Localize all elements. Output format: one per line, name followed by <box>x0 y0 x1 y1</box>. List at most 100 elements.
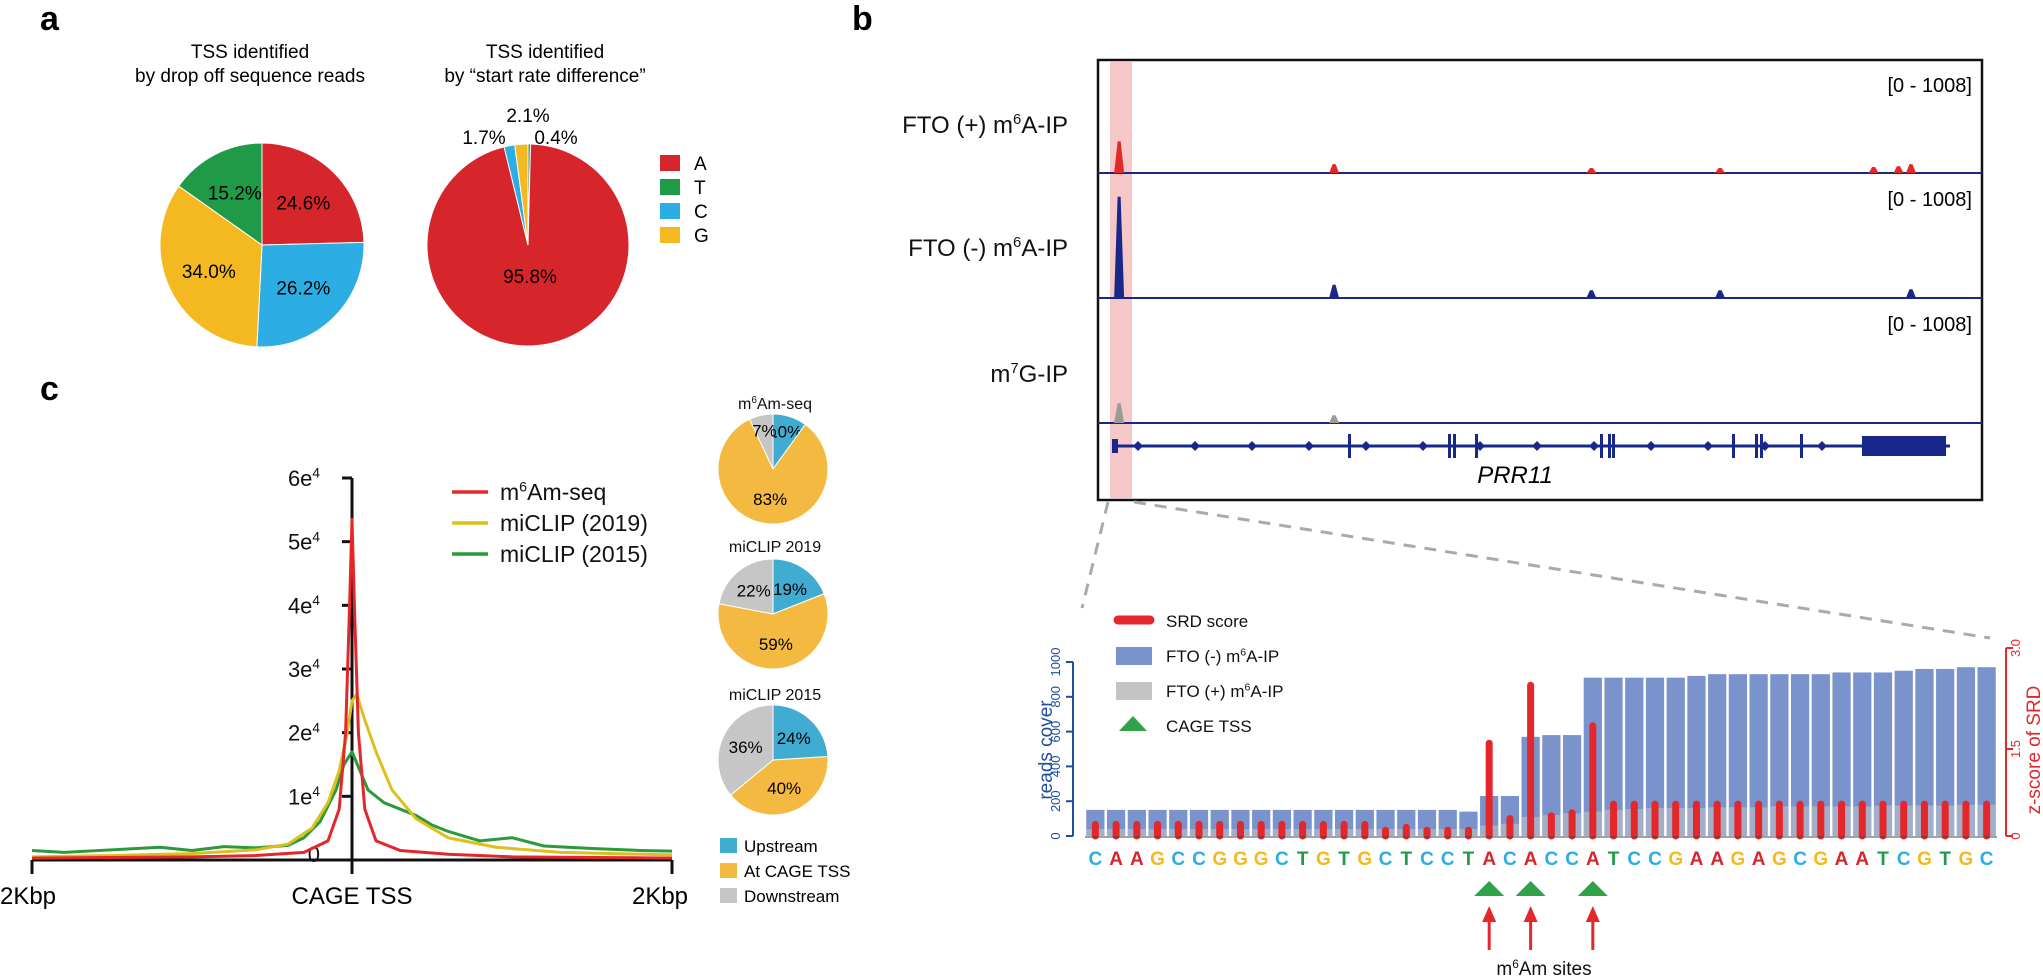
y-right-tick-label: 1.5 <box>2008 740 2023 758</box>
legend-grey-swatch <box>1116 682 1152 700</box>
series-line-m6am <box>31 517 673 860</box>
legend-label-m6am: m6Am-seq <box>500 479 606 505</box>
pie2-label-t: 0.4% <box>534 128 577 149</box>
sequence-base: A <box>1690 849 1704 870</box>
legend-label-cage: CAGE TSS <box>1166 717 1252 736</box>
pie1-slice-label: 15.2% <box>208 183 262 204</box>
track-peak <box>1329 415 1340 423</box>
bar-fto-minus <box>1956 667 1976 836</box>
cage-tss-triangle <box>1577 881 1608 896</box>
legend-swatch-t <box>660 179 680 195</box>
m6am-sites-label: m6Am sites <box>1496 958 1591 976</box>
small-pie-slice-upstream <box>772 558 825 615</box>
gene-strand-marker <box>1646 441 1656 451</box>
bar-fto-minus <box>1936 668 1955 836</box>
track-peak <box>1586 168 1597 173</box>
gene-exon <box>1612 434 1615 458</box>
gene-strand-marker <box>1418 441 1428 451</box>
small-pie-label: 7% <box>752 421 777 440</box>
y-tick-label: 2e4 <box>288 720 320 745</box>
gene-strand-marker <box>1133 441 1143 451</box>
y-left-tick-label: 600 <box>1048 721 1063 743</box>
sequence-base: C <box>1171 849 1185 870</box>
bar-fto-minus <box>1728 674 1748 836</box>
track-range: [0 - 1008] <box>1887 189 1972 211</box>
track-peak <box>1329 164 1340 173</box>
small-pie-title: m6Am-seq <box>738 395 812 413</box>
x-tick-label: -2Kbp <box>0 883 56 910</box>
legend-label-miclip2015: miCLIP (2015) <box>500 541 648 567</box>
track-peak <box>1114 141 1125 173</box>
sequence-base: C <box>1980 849 1994 870</box>
pie1-slice-label: 34.0% <box>182 262 236 283</box>
gene-strand-marker <box>1361 441 1371 451</box>
sequence-base: A <box>1586 849 1600 870</box>
bar-fto-minus <box>1873 672 1893 836</box>
track-peak <box>1905 289 1916 298</box>
bar-fto-minus <box>1790 674 1810 836</box>
track-range: [0 - 1008] <box>1887 314 1972 336</box>
m6am-site-arrowhead <box>1482 906 1497 922</box>
sequence-base: C <box>1503 849 1517 870</box>
pie2-title-line: by “start rate difference” <box>444 66 645 87</box>
pie2-label-c: 1.7% <box>462 128 505 149</box>
sequence-base: A <box>1752 849 1766 870</box>
small-pie-slice-at_cage <box>717 418 829 525</box>
sequence-base: A <box>1710 849 1724 870</box>
sequence-base: T <box>1400 849 1412 870</box>
sequence-base: G <box>1233 849 1248 870</box>
gene-strand-marker <box>1475 441 1485 451</box>
track-peak <box>1868 167 1879 173</box>
sequence-base: C <box>1088 849 1102 870</box>
bar-fto-minus <box>1915 668 1934 836</box>
panel-c-small-pies: m6Am-seq 10% 83% 7% miCLIP 2019 19% 59% 22% miCL… <box>717 395 850 906</box>
panel-label-a: a <box>40 0 60 38</box>
pie2-label-a: 95.8% <box>503 267 557 288</box>
pie2-slice-g <box>514 143 529 246</box>
bar-fto-minus <box>1666 677 1685 836</box>
sequence-base: G <box>1772 849 1787 870</box>
gene-exon <box>1608 434 1611 458</box>
legend-label-srd: SRD score <box>1166 612 1248 631</box>
x-tick-label: CAGE TSS <box>292 883 413 910</box>
gene-exon <box>1453 434 1456 458</box>
y-tick-label: 5e4 <box>288 529 320 554</box>
m6am-site-arrowhead <box>1585 906 1600 922</box>
small-pie-label: 22% <box>737 582 771 601</box>
sequence-base: T <box>1297 849 1309 870</box>
gene-exon <box>1755 434 1758 458</box>
track-peak <box>1715 290 1726 298</box>
sequence-base: G <box>1959 849 1974 870</box>
y-left-tick-label: 0 <box>1048 832 1063 839</box>
sequence-base: T <box>1608 849 1620 870</box>
track-range: [0 - 1008] <box>1887 75 1972 97</box>
sequence-base: C <box>1897 849 1911 870</box>
y-left-tick-label: 800 <box>1048 686 1063 708</box>
y-tick-label: 1e4 <box>288 784 320 809</box>
sequence-base: A <box>1855 849 1869 870</box>
sequence-base: G <box>1150 849 1165 870</box>
legend-label-g: G <box>694 226 709 247</box>
gene-exon <box>1112 439 1118 453</box>
sequence-base: T <box>1338 849 1350 870</box>
gene-exon <box>1600 434 1603 458</box>
small-pie-slice-at_cage <box>717 593 829 670</box>
small-legend-swatch-downstream <box>720 888 737 903</box>
sequence-base: C <box>1275 849 1289 870</box>
legend-label-a: A <box>694 154 707 175</box>
panel-label-c: c <box>40 370 59 408</box>
sequence-base: C <box>1379 849 1393 870</box>
sequence-base: G <box>1316 849 1331 870</box>
bar-fto-minus <box>1749 674 1768 836</box>
pie1-slice-label: 24.6% <box>276 194 330 215</box>
legend-label-c: C <box>694 202 708 223</box>
bar-fto-minus <box>1853 672 1872 836</box>
legend-label-t: T <box>694 178 706 199</box>
track-peak <box>1715 168 1726 173</box>
sequence-base: C <box>1627 849 1641 870</box>
pie1-slice-c <box>256 241 365 348</box>
cage-tss-triangle <box>1515 881 1546 896</box>
y-right-tick-label: 0 <box>2008 832 2023 839</box>
